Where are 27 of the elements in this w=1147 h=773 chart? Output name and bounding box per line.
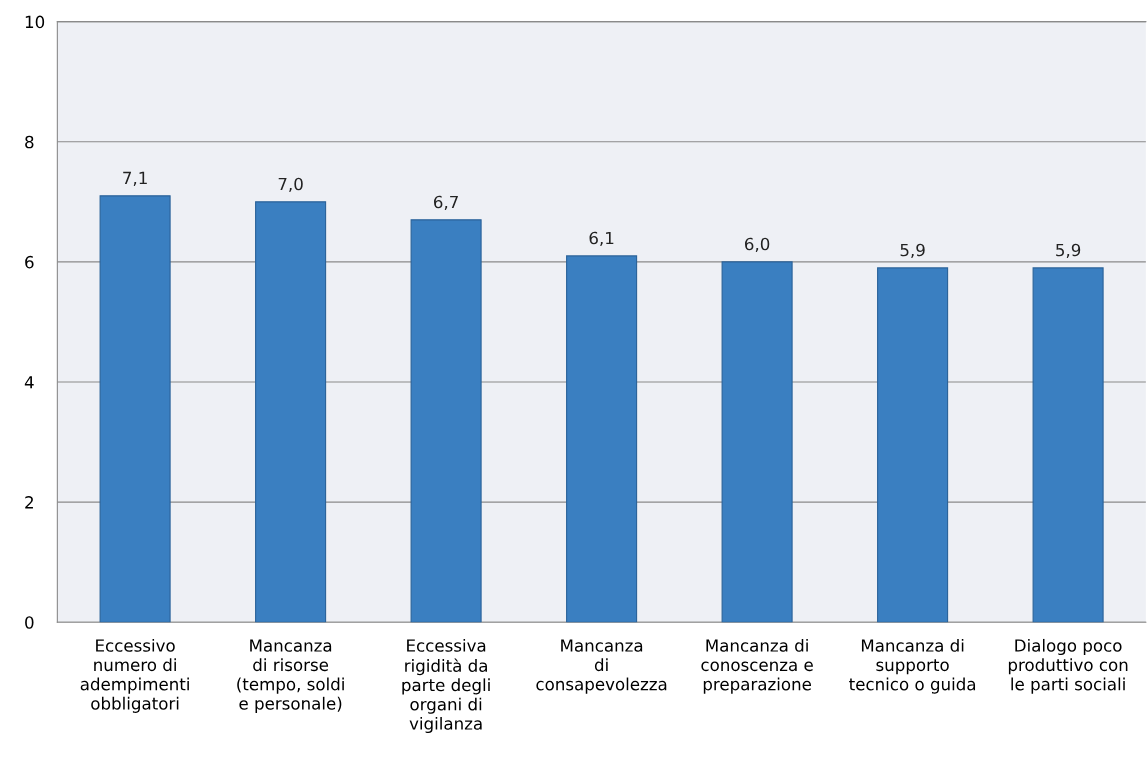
x-tick-label: Eccessiva rigidità da parte degli organi di vigilanza — [402, 638, 490, 734]
y-tick-label: 8 — [25, 135, 34, 149]
x-tick-label: Mancanza di risorse (tempo, soldi e personale) — [237, 639, 344, 713]
x-tick-label: Dialogo poco produttivo con le parti sociali — [1008, 638, 1128, 694]
data-label: 6,7 — [434, 195, 458, 210]
x-tick-label: Mancanza di consapevolezza — [536, 639, 667, 694]
y-tick-label: 0 — [25, 616, 34, 629]
y-tick-label: 4 — [24, 376, 34, 389]
data-label: 6,1 — [589, 231, 614, 247]
y-tick-label: 2 — [25, 496, 33, 509]
data-label: 5,9 — [900, 243, 925, 259]
bar — [255, 201, 327, 623]
data-label: 7,0 — [278, 177, 303, 192]
x-tick-label: Mancanza di supporto tecnico o guida — [849, 638, 976, 694]
data-label: 6,0 — [745, 237, 770, 253]
data-label: 7,1 — [123, 171, 147, 186]
bar — [99, 195, 171, 623]
data-label: 5,9 — [1056, 243, 1081, 259]
bar — [410, 219, 482, 623]
y-tick-label: 10 — [25, 15, 45, 29]
y-tick-label: 6 — [25, 255, 34, 269]
x-tick-label: Eccessivo numero di adempimenti obbligatori — [80, 638, 189, 713]
bar — [566, 255, 638, 623]
x-tick-label: Mancanza di conoscenza e preparazione — [701, 638, 813, 694]
bar — [721, 261, 793, 623]
bar — [877, 267, 949, 623]
bar — [1032, 267, 1104, 623]
